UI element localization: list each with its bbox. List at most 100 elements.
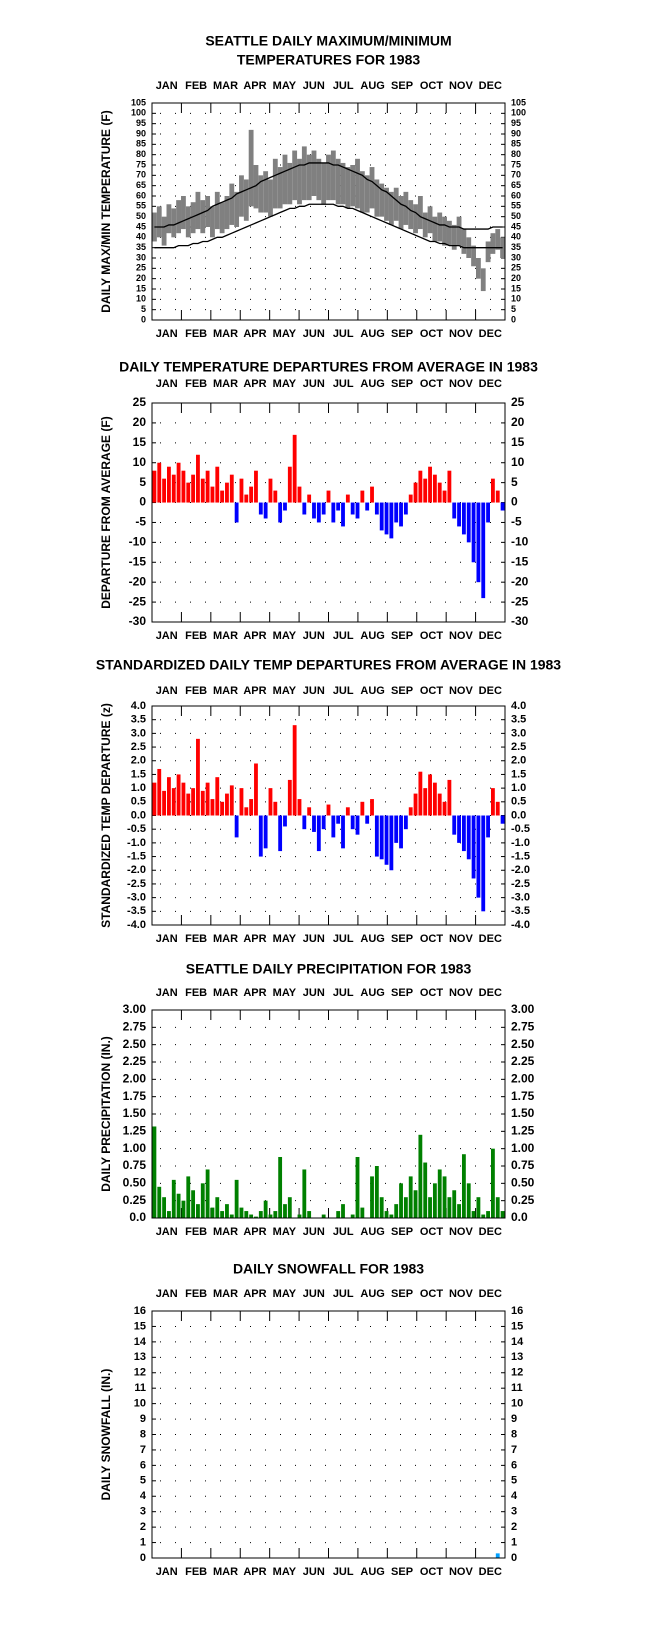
- month-label-top: JUN: [303, 80, 325, 92]
- month-label-bottom: MAR: [213, 933, 238, 945]
- bar: [495, 490, 500, 503]
- bar: [466, 502, 471, 543]
- bar: [331, 815, 336, 838]
- bar: [418, 771, 423, 816]
- y-tick-label-right: 15: [511, 1320, 523, 1332]
- y-tick-label-right: 3.00: [511, 1002, 535, 1016]
- bar: [239, 478, 244, 503]
- month-label-bottom: SEP: [391, 1566, 413, 1578]
- y-tick-label: 5: [139, 475, 146, 489]
- month-label-top: FEB: [185, 80, 207, 92]
- bar: [490, 1148, 495, 1218]
- temp-range: [335, 158, 341, 205]
- plot-frame: [151, 1310, 506, 1559]
- y-tick-label: 3.00: [123, 1002, 147, 1016]
- bar: [476, 1197, 481, 1218]
- bar: [258, 815, 263, 857]
- temp-range: [229, 183, 235, 225]
- bar: [176, 462, 181, 503]
- month-label-top: JUN: [303, 378, 325, 390]
- temp-range: [297, 158, 302, 205]
- month-label-top: DEC: [479, 80, 502, 92]
- temp-range: [345, 167, 351, 209]
- temp-range: [219, 202, 225, 234]
- y-tick-label: 1.75: [123, 1089, 147, 1103]
- y-tick-label: -1.0: [127, 837, 146, 849]
- bar: [200, 790, 205, 816]
- y-tick-label: 2.5: [131, 741, 146, 753]
- bar: [176, 774, 181, 816]
- month-label-top: FEB: [185, 685, 207, 697]
- y-tick-label-right: 40: [511, 232, 521, 242]
- temp-range: [393, 187, 399, 221]
- y-tick-label: 45: [136, 221, 146, 231]
- bar: [302, 502, 307, 515]
- bar: [210, 799, 215, 816]
- bar: [500, 502, 505, 511]
- y-tick-label: 0: [139, 495, 146, 509]
- bar: [476, 502, 481, 583]
- bar: [321, 815, 326, 830]
- y-tick-label: 2.25: [123, 1054, 147, 1068]
- y-tick-label: 2.00: [123, 1072, 147, 1086]
- temp-range: [437, 212, 443, 242]
- temp-range: [427, 206, 433, 234]
- month-label-bottom: APR: [243, 933, 266, 945]
- y-tick-label: 0.0: [129, 1210, 146, 1224]
- month-label-top: OCT: [420, 80, 444, 92]
- temp-range: [403, 191, 409, 225]
- month-label-top: SEP: [391, 685, 413, 697]
- temp-range: [263, 171, 269, 213]
- bar: [167, 466, 171, 503]
- y-tick-label-right: -3.0: [511, 892, 530, 904]
- month-label-top: JUL: [333, 987, 354, 999]
- y-tick-label: 1.0: [131, 782, 146, 794]
- bar: [452, 815, 457, 835]
- bar: [181, 782, 186, 816]
- month-label-top: JUL: [333, 80, 354, 92]
- bar: [471, 815, 476, 879]
- y-tick-label-right: 16: [511, 1305, 523, 1317]
- month-label-top: OCT: [420, 378, 444, 390]
- month-label-top: DEC: [479, 1288, 502, 1300]
- y-tick-label-right: 0.25: [511, 1193, 535, 1207]
- bar: [341, 815, 345, 849]
- bar: [196, 454, 200, 503]
- y-tick-label-right: 3.0: [511, 727, 526, 739]
- month-label-top: AUG: [360, 685, 384, 697]
- month-label-top: SEP: [391, 1288, 413, 1300]
- month-label-bottom: JAN: [156, 1226, 178, 1238]
- y-tick-label-right: 0: [511, 495, 518, 509]
- bar: [157, 1186, 162, 1218]
- temp-range: [306, 154, 312, 201]
- bar: [229, 785, 234, 816]
- y-tick-label-right: 1.5: [511, 768, 526, 780]
- bar: [495, 1553, 500, 1558]
- y-tick-label: 90: [136, 128, 146, 138]
- bar: [278, 502, 283, 523]
- bar: [171, 474, 176, 503]
- month-label-bottom: NOV: [449, 328, 474, 340]
- y-axis-label: DEPARTURE FROM AVERAGE (F): [99, 416, 113, 608]
- y-tick-label: -5: [135, 515, 146, 529]
- y-axis-label: STANDARDIZED TEMP DEPARTURE (z): [99, 703, 113, 928]
- y-tick-label-right: 1.75: [511, 1089, 535, 1103]
- month-label-bottom: DEC: [479, 933, 502, 945]
- bar: [394, 1204, 399, 1218]
- bar: [307, 807, 312, 816]
- bar: [389, 502, 394, 539]
- y-tick-label: 8: [140, 1428, 146, 1440]
- month-label-bottom: JAN: [156, 630, 178, 642]
- y-tick-label: 0: [141, 314, 146, 324]
- temp-range: [446, 220, 452, 246]
- month-label-top: MAY: [273, 378, 297, 390]
- month-label-top: JUL: [333, 685, 354, 697]
- bar: [350, 815, 355, 830]
- y-tick-label-right: 1: [511, 1536, 517, 1548]
- bar: [389, 1214, 394, 1218]
- bar: [442, 801, 447, 816]
- temp-range: [176, 200, 182, 234]
- y-tick-label-right: -25: [511, 594, 529, 608]
- bar: [254, 763, 258, 816]
- bar: [423, 1162, 428, 1218]
